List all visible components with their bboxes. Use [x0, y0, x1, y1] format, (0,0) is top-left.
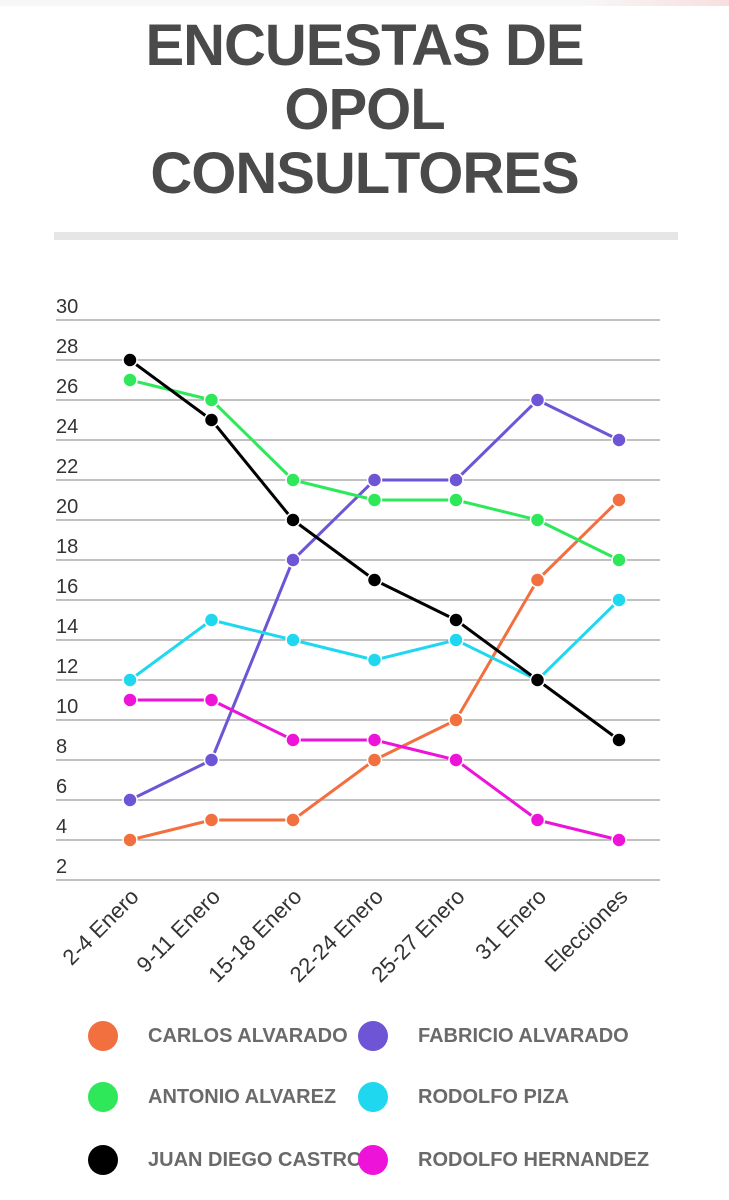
data-point	[285, 732, 301, 748]
data-point	[611, 592, 627, 608]
y-tick-label: 8	[56, 736, 67, 758]
x-tick-label: Elecciones	[540, 884, 633, 977]
top-bar	[0, 0, 729, 6]
data-point	[529, 572, 546, 588]
data-point	[122, 672, 138, 688]
chart-title: ENCUESTAS DE OPOL CONSULTORES	[145, 13, 584, 206]
series-line-4	[129, 358, 620, 742]
data-point	[611, 552, 627, 568]
legend-item: FABRICIO ALVARADO	[358, 1016, 629, 1056]
data-point	[529, 392, 546, 408]
legend-label: CARLOS ALVARADO	[148, 1024, 348, 1047]
y-tick-label: 14	[56, 616, 78, 638]
legend-label: FABRICIO ALVARADO	[418, 1024, 629, 1047]
data-point	[203, 752, 220, 768]
data-point	[285, 552, 301, 568]
data-point	[366, 752, 383, 768]
y-tick-label: 12	[56, 656, 78, 678]
y-tick-label: 16	[56, 576, 78, 598]
legend-swatch	[358, 1082, 388, 1112]
data-point	[285, 632, 301, 648]
data-point	[366, 652, 383, 668]
data-point	[611, 432, 627, 448]
data-point	[448, 492, 464, 508]
y-tick-label: 24	[56, 416, 78, 438]
legend-label: RODOLFO PIZA	[418, 1085, 570, 1108]
y-tick-label: 28	[56, 336, 78, 358]
y-tick-label: 26	[56, 376, 78, 398]
data-point	[366, 492, 383, 508]
data-point	[203, 612, 220, 628]
data-point	[366, 472, 383, 488]
x-tick-label: 31 Enero	[470, 884, 551, 965]
data-point	[122, 372, 138, 388]
legend-swatch	[88, 1082, 118, 1112]
legend-label: JUAN DIEGO CASTRO	[148, 1148, 363, 1171]
data-point	[529, 512, 546, 528]
legend-swatch	[88, 1145, 118, 1175]
data-point	[122, 832, 138, 848]
data-point	[122, 692, 138, 708]
legend-label: ANTONIO ALVAREZ	[148, 1085, 337, 1108]
title-divider	[54, 232, 678, 240]
data-point	[285, 512, 301, 528]
data-point	[203, 392, 220, 408]
y-tick-label: 10	[56, 696, 78, 718]
y-tick-label: 6	[56, 776, 67, 798]
data-point	[448, 472, 464, 488]
y-tick-label: 30	[56, 296, 78, 318]
data-point	[366, 572, 383, 588]
legend-swatch	[358, 1021, 388, 1051]
data-point	[203, 812, 220, 828]
legend-item: RODOLFO PIZA	[358, 1077, 569, 1117]
data-point	[122, 792, 138, 808]
legend-item: ANTONIO ALVAREZ	[88, 1077, 336, 1117]
y-tick-label: 18	[56, 536, 78, 558]
data-point	[611, 732, 627, 748]
legend-item: CARLOS ALVARADO	[88, 1016, 348, 1056]
data-point	[611, 832, 627, 848]
data-point	[203, 412, 220, 428]
y-tick-label: 2	[56, 856, 67, 878]
legend-swatch	[88, 1021, 118, 1051]
data-point	[285, 472, 301, 488]
data-point	[448, 752, 464, 768]
series-line-2	[129, 378, 620, 562]
x-tick-label: 2-4 Enero	[58, 884, 144, 970]
data-point	[448, 712, 464, 728]
data-point	[122, 352, 138, 368]
y-tick-label: 4	[56, 816, 67, 838]
legend-swatch	[358, 1145, 388, 1175]
legend-item: JUAN DIEGO CASTRO	[88, 1140, 362, 1180]
series-line-5	[130, 698, 620, 842]
legend-item: RODOLFO HERNANDEZ	[358, 1140, 649, 1180]
data-point	[529, 812, 546, 828]
data-point	[285, 812, 301, 828]
data-point	[448, 612, 464, 628]
data-point	[529, 672, 546, 688]
y-tick-label: 22	[56, 456, 78, 478]
data-point	[448, 632, 464, 648]
data-point	[203, 692, 220, 708]
legend-label: RODOLFO HERNANDEZ	[418, 1148, 650, 1171]
y-tick-label: 20	[56, 496, 78, 518]
data-point	[611, 492, 627, 508]
data-point	[366, 732, 383, 748]
